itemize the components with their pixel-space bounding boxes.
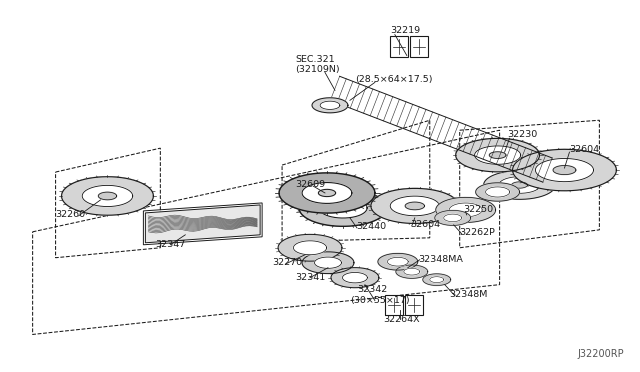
Polygon shape: [279, 173, 375, 213]
Polygon shape: [405, 202, 424, 210]
Polygon shape: [312, 98, 348, 113]
Polygon shape: [430, 277, 444, 283]
Text: 32262P: 32262P: [460, 228, 495, 237]
Text: 32604: 32604: [570, 145, 600, 154]
Polygon shape: [456, 138, 540, 157]
Polygon shape: [390, 196, 440, 216]
Polygon shape: [486, 187, 509, 197]
Text: 32230: 32230: [508, 130, 538, 139]
Polygon shape: [61, 177, 154, 215]
Polygon shape: [475, 146, 521, 164]
Polygon shape: [334, 204, 352, 212]
Text: 32270: 32270: [272, 258, 302, 267]
Polygon shape: [61, 177, 154, 198]
Polygon shape: [536, 158, 593, 182]
Polygon shape: [278, 234, 342, 261]
Polygon shape: [331, 267, 379, 288]
Polygon shape: [145, 205, 260, 243]
Polygon shape: [513, 149, 616, 172]
Polygon shape: [553, 166, 576, 174]
Polygon shape: [371, 188, 459, 224]
Text: SEC.321: SEC.321: [295, 55, 335, 64]
Polygon shape: [410, 36, 428, 58]
Text: 32609: 32609: [295, 180, 325, 189]
Polygon shape: [476, 183, 520, 201]
Text: 32348MA: 32348MA: [418, 255, 463, 264]
Polygon shape: [405, 295, 423, 314]
Polygon shape: [302, 252, 354, 273]
Text: 32604: 32604: [410, 220, 440, 229]
Text: 32342: 32342: [357, 285, 387, 294]
Polygon shape: [378, 253, 418, 270]
Polygon shape: [314, 257, 342, 268]
Text: 32341: 32341: [295, 273, 325, 282]
Polygon shape: [342, 272, 367, 283]
Polygon shape: [396, 265, 428, 278]
Polygon shape: [82, 185, 132, 206]
Polygon shape: [302, 183, 352, 203]
Polygon shape: [436, 198, 495, 222]
Polygon shape: [371, 188, 459, 208]
Polygon shape: [456, 138, 540, 172]
Polygon shape: [423, 274, 451, 285]
Text: 32260: 32260: [56, 210, 86, 219]
Polygon shape: [513, 149, 616, 191]
Polygon shape: [385, 295, 403, 314]
Polygon shape: [499, 177, 540, 193]
Polygon shape: [404, 268, 420, 275]
Polygon shape: [99, 192, 116, 200]
Text: 32347: 32347: [156, 240, 186, 249]
Polygon shape: [489, 152, 506, 158]
Polygon shape: [293, 241, 326, 255]
Text: (30×55×17): (30×55×17): [350, 296, 410, 305]
Text: 32250: 32250: [464, 205, 494, 214]
Polygon shape: [318, 189, 335, 196]
Polygon shape: [484, 171, 556, 199]
Text: (28.5×64×17.5): (28.5×64×17.5): [355, 76, 433, 84]
Polygon shape: [390, 36, 408, 58]
Polygon shape: [511, 182, 527, 188]
Polygon shape: [444, 214, 461, 222]
Text: (32109N): (32109N): [295, 65, 340, 74]
Polygon shape: [319, 198, 367, 218]
Text: 32440: 32440: [356, 222, 386, 231]
Text: J32200RP: J32200RP: [578, 349, 625, 359]
Text: 32219: 32219: [390, 26, 420, 35]
Polygon shape: [435, 210, 470, 225]
Polygon shape: [387, 257, 408, 266]
Polygon shape: [299, 189, 387, 226]
Polygon shape: [320, 101, 340, 109]
Polygon shape: [449, 203, 482, 217]
Text: 32264X: 32264X: [383, 314, 419, 324]
Text: 32348M: 32348M: [450, 290, 488, 299]
